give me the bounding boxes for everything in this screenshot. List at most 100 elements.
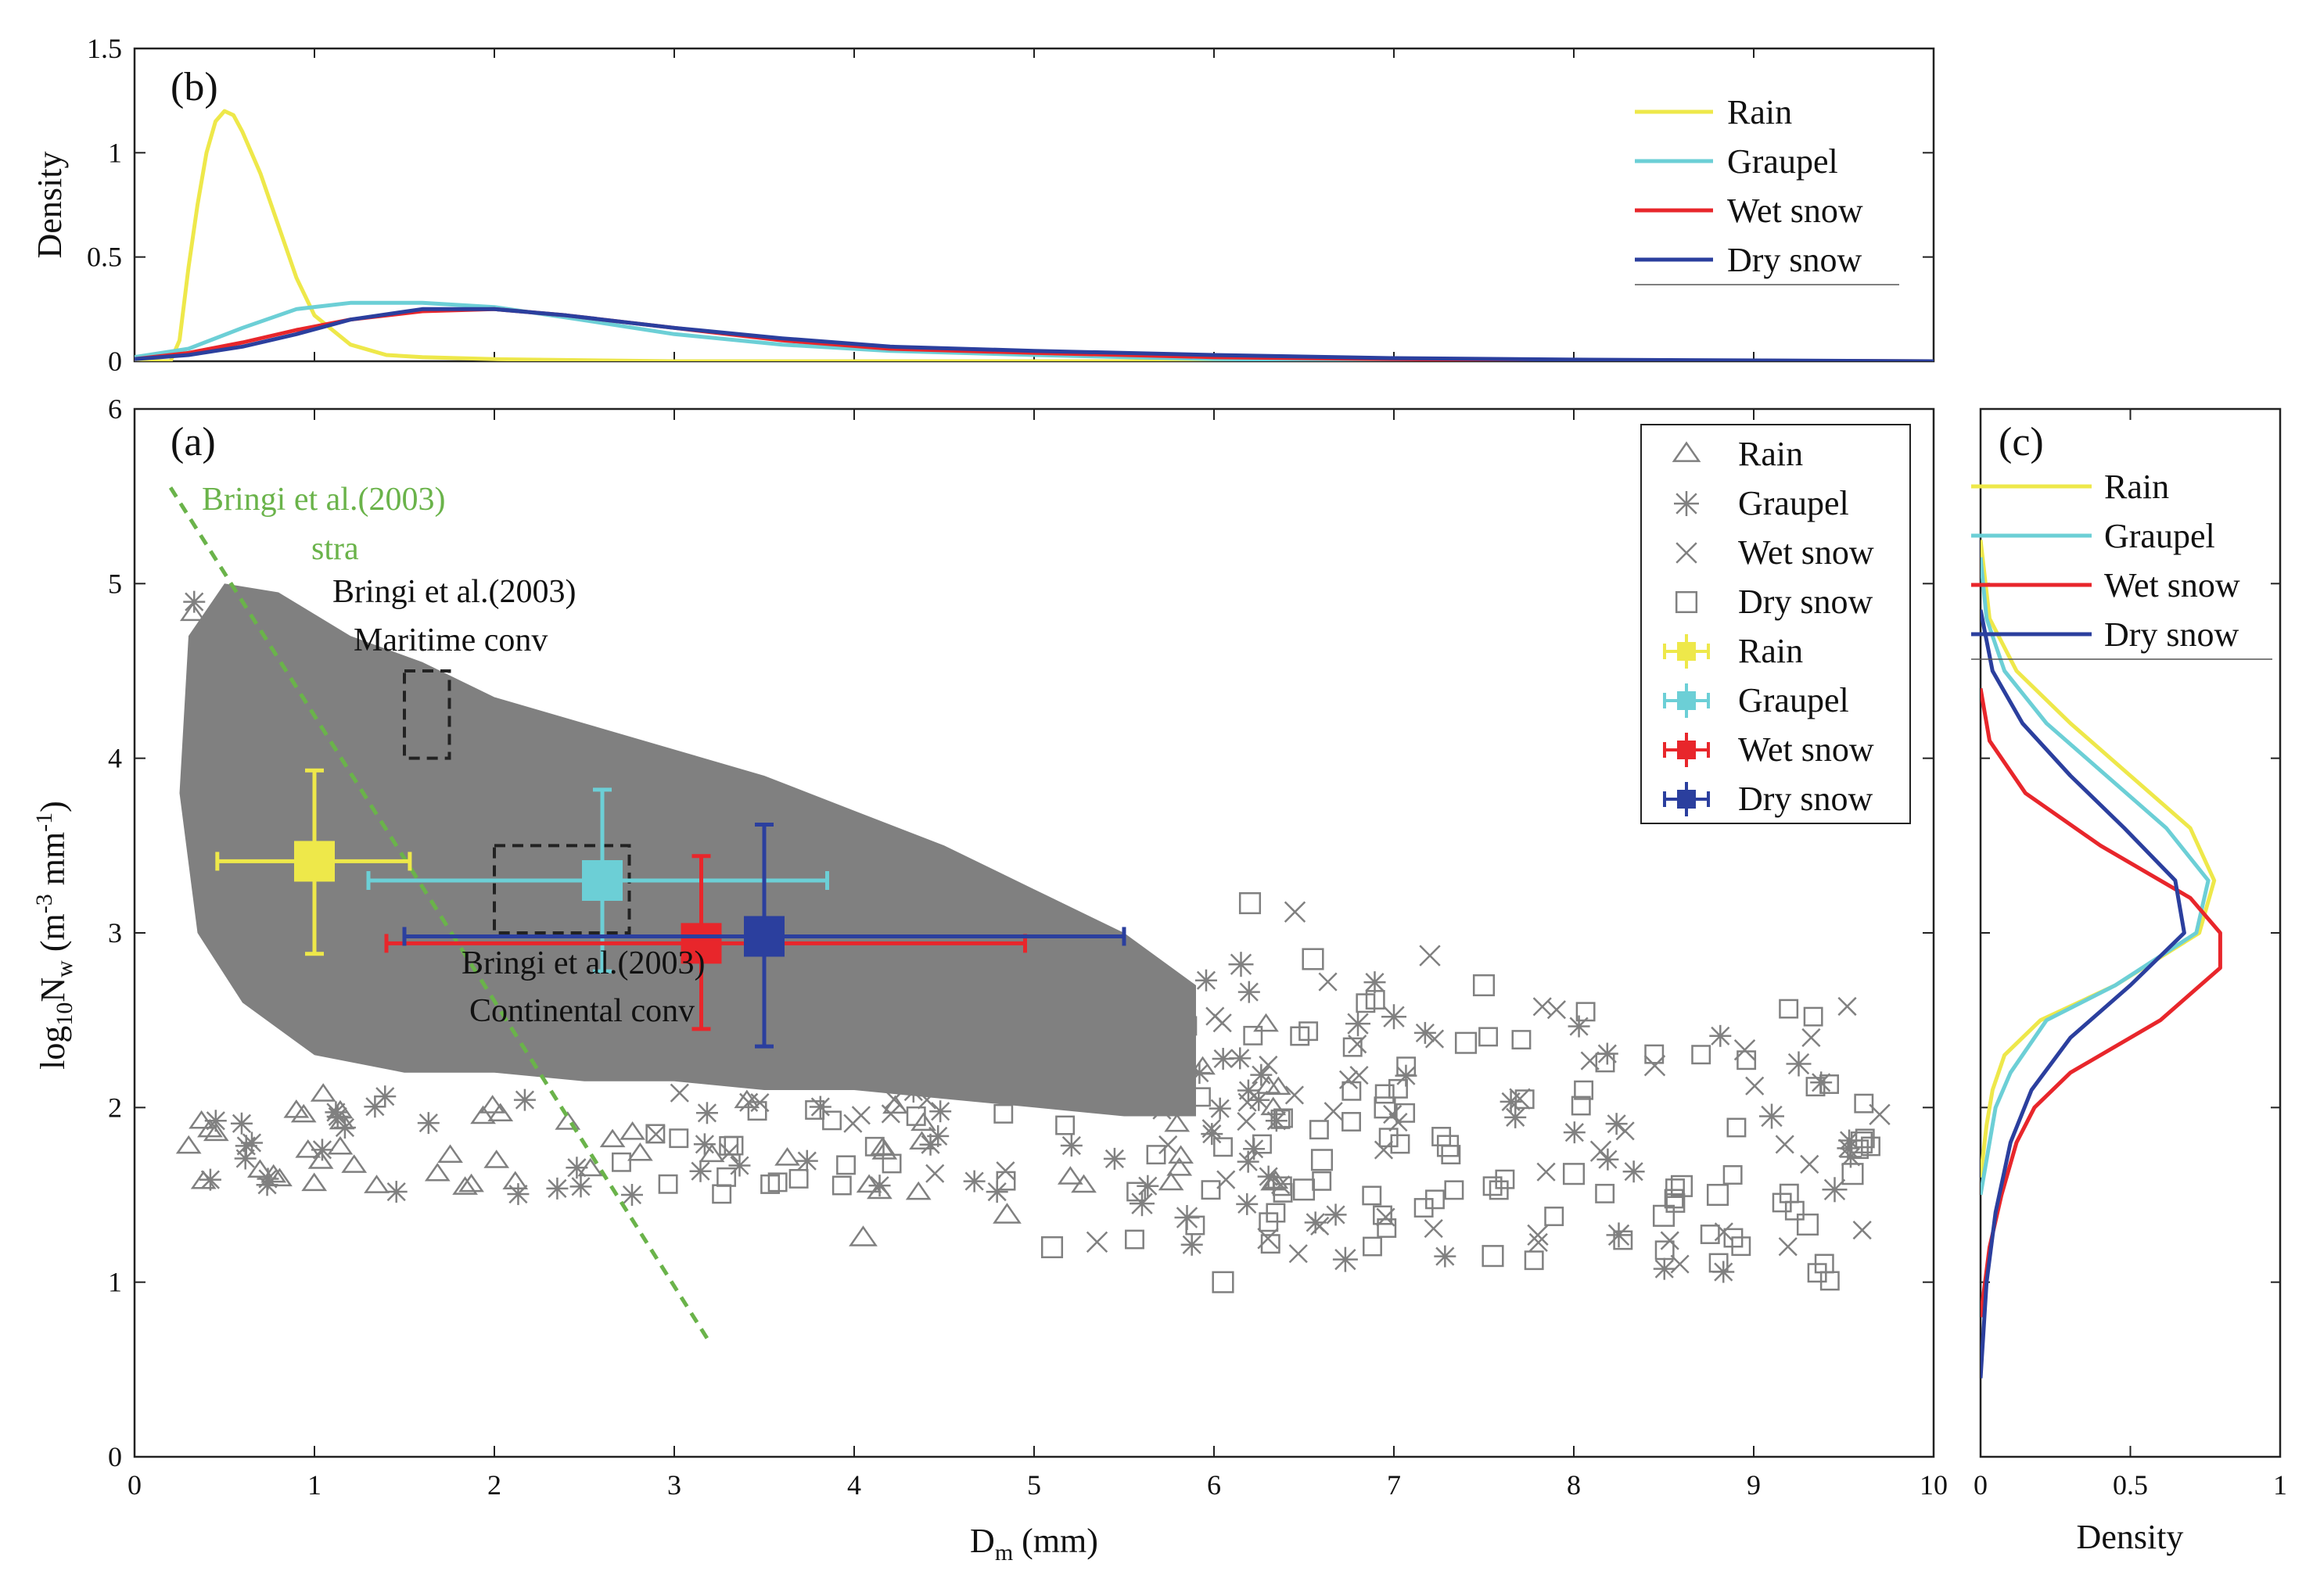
scatter-point <box>1595 1053 1615 1073</box>
scatter-point <box>1324 1102 1343 1121</box>
scatter-point <box>774 1146 800 1166</box>
legend-b-graupel: Graupel <box>1727 142 1838 181</box>
scatter-point <box>722 868 749 887</box>
scatter-point <box>1158 1171 1184 1191</box>
scatter-point <box>513 1089 536 1111</box>
scatter-point <box>1574 1080 1594 1100</box>
scatter-point <box>483 1149 510 1168</box>
scatter-point <box>1055 1115 1076 1135</box>
scatter-point <box>175 1135 202 1154</box>
b-ytick-label: 0.5 <box>87 242 122 273</box>
scatter-point <box>365 694 392 712</box>
scatter-point <box>1605 1113 1628 1135</box>
scatter-point <box>774 826 801 845</box>
scatter-point <box>839 874 866 893</box>
scatter-point <box>917 1090 937 1110</box>
scatter-point <box>1745 1076 1765 1096</box>
scatter-outlier <box>1670 1175 1693 1197</box>
scatter-point <box>1524 1250 1544 1271</box>
scatter-point <box>1779 999 1799 1019</box>
c-xtick-label: 0.5 <box>2113 1469 2148 1501</box>
scatter-point <box>1349 1065 1369 1085</box>
legend-a-wet-snow-marker: Wet snow <box>1738 533 1874 572</box>
scatter-point <box>1237 1111 1256 1132</box>
scatter-point <box>203 1122 229 1142</box>
scatter-point <box>711 824 731 845</box>
scatter-point <box>555 1111 581 1130</box>
scatter-point <box>688 806 714 826</box>
legend-b-dry-snow: Dry snow <box>1727 241 1862 279</box>
scatter-point <box>1163 1068 1186 1091</box>
panel-a-label: (a) <box>171 420 216 464</box>
a-xtick-label: 0 <box>128 1469 142 1501</box>
scatter-point <box>543 798 566 820</box>
scatter-point <box>693 1133 716 1156</box>
scatter-outlier <box>1869 1103 1891 1125</box>
scatter-outlier <box>1472 974 1496 997</box>
scatter-point <box>1390 1134 1410 1154</box>
bringi-continental-box <box>493 844 631 935</box>
scatter-point <box>620 1121 645 1140</box>
scatter-outlier <box>993 1203 1022 1224</box>
scatter-outlier <box>1454 1031 1478 1054</box>
scatter-point <box>1660 1231 1679 1250</box>
panel-a-xlabel: Dm (mm) <box>970 1522 1098 1566</box>
scatter-point <box>728 1154 751 1177</box>
scatter-point <box>1201 1123 1223 1146</box>
scatter-point <box>1849 1139 1869 1160</box>
scatter-point <box>962 891 989 910</box>
scatter-point <box>600 762 620 783</box>
a-ytick-label: 3 <box>108 917 122 949</box>
scatter-point <box>882 1153 902 1174</box>
mean-marker-wet-snow <box>681 923 722 964</box>
scatter-point <box>562 764 585 787</box>
scatter-point <box>1304 1211 1327 1234</box>
scatter-point <box>1110 977 1130 996</box>
legend-a-errorbar-wet-snow <box>1663 733 1710 767</box>
scatter-point <box>885 1089 904 1110</box>
scatter-point <box>1158 1135 1178 1155</box>
scatter-point <box>905 1181 932 1200</box>
scatter-point <box>1212 1047 1234 1070</box>
panel-b-curves <box>135 109 1934 361</box>
scatter-point <box>684 784 710 803</box>
scatter-outlier <box>1706 1183 1729 1207</box>
scatter-point <box>1167 1045 1187 1064</box>
scatter-point <box>929 1100 952 1123</box>
scatter-point <box>1709 1024 1732 1047</box>
scatter-point <box>1137 1175 1159 1197</box>
scatter-point <box>709 792 734 812</box>
scatter-point <box>1257 1165 1280 1188</box>
scatter-point <box>1090 1085 1116 1103</box>
scatter-outlier <box>1527 1224 1549 1246</box>
mean-std-errorbars <box>215 768 1126 1049</box>
scatter-outlier <box>1310 1149 1334 1171</box>
scatter-point <box>831 1175 852 1196</box>
scatter-point <box>655 835 681 855</box>
scatter-point <box>629 809 649 828</box>
scatter-point <box>719 1135 739 1156</box>
a-xtick-label: 4 <box>847 1469 861 1501</box>
scatter-point <box>750 1092 770 1113</box>
scatter-point <box>717 1167 737 1187</box>
scatter-point <box>1803 1006 1823 1027</box>
a-xtick-label: 1 <box>307 1469 321 1501</box>
scatter-point <box>1413 1021 1436 1044</box>
a-xtick-label: 10 <box>1920 1469 1948 1501</box>
scatter-point <box>881 1104 900 1124</box>
scatter-outlier <box>1850 1131 1873 1154</box>
scatter-point <box>325 1101 347 1124</box>
scatter-point <box>479 1095 506 1114</box>
scatter-point <box>1125 1229 1144 1250</box>
errorbar-graupel <box>366 787 829 974</box>
scatter-point <box>760 1174 781 1194</box>
scatter-point <box>1105 1032 1125 1052</box>
scatter-point <box>1000 1085 1020 1105</box>
scatter-point <box>925 1164 945 1183</box>
scatter-outliers <box>849 891 1891 1293</box>
scatter-point <box>641 823 666 841</box>
scatter-point <box>386 694 408 717</box>
scatter-outlier <box>1652 1204 1675 1227</box>
scatter-point <box>1528 1232 1548 1253</box>
a-ytick-label: 5 <box>108 568 122 599</box>
